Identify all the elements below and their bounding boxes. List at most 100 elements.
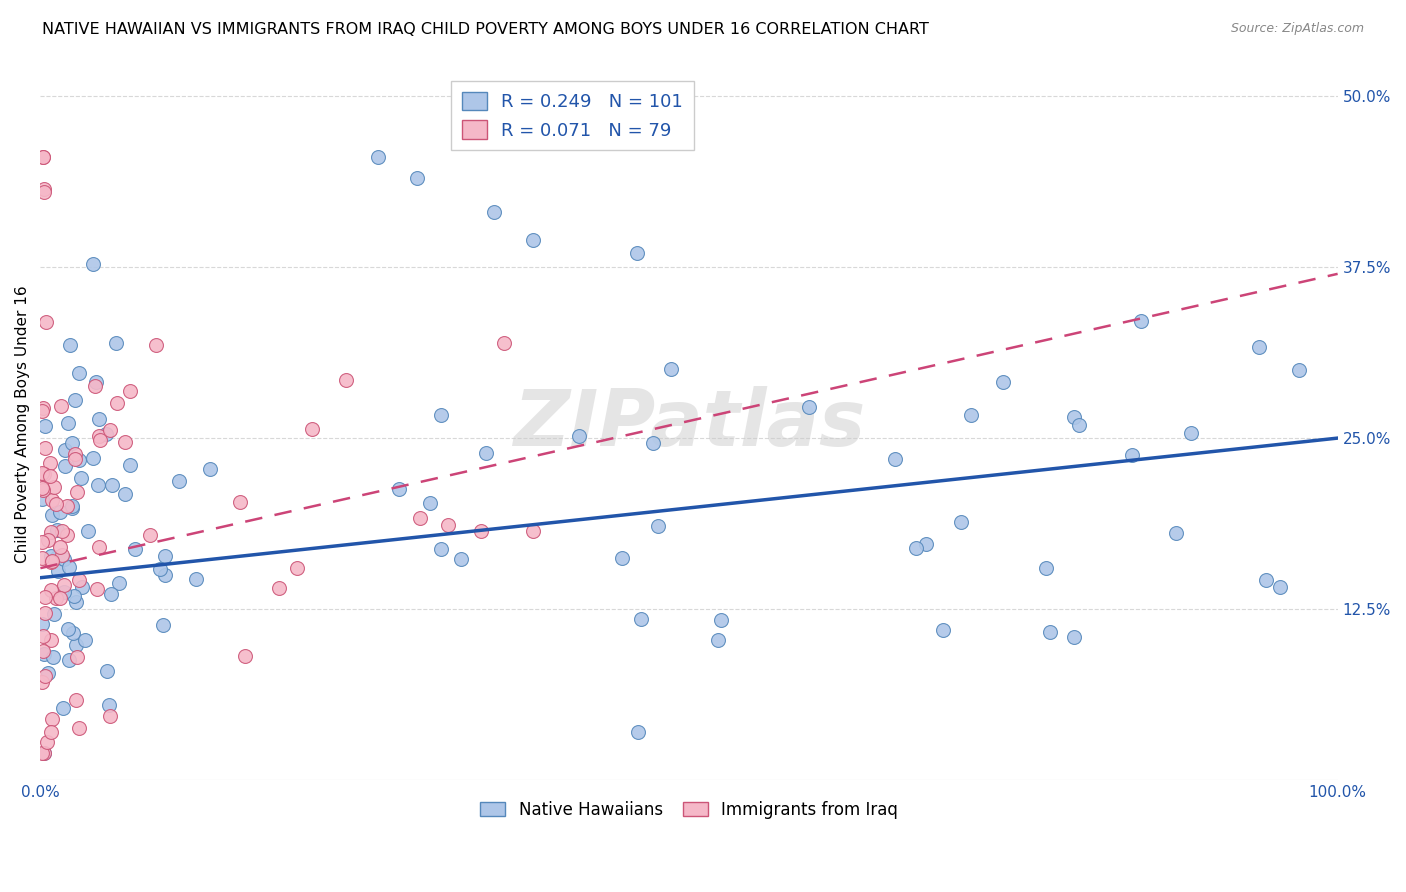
Point	[388, 482, 411, 496]
Point	[34, 746, 56, 760]
Point	[69, 471, 91, 485]
Point	[707, 632, 730, 647]
Point	[627, 725, 650, 739]
Point	[492, 335, 515, 350]
Point	[46, 564, 69, 578]
Point	[1121, 448, 1143, 462]
Point	[98, 423, 121, 437]
Point	[49, 505, 72, 519]
Point	[1256, 573, 1278, 587]
Point	[39, 555, 62, 569]
Point	[82, 451, 104, 466]
Point	[60, 436, 83, 450]
Point	[58, 560, 80, 574]
Point	[59, 337, 82, 351]
Point	[31, 617, 53, 632]
Point	[1166, 526, 1188, 541]
Point	[66, 485, 89, 500]
Point	[32, 151, 55, 165]
Point	[98, 709, 121, 723]
Point	[66, 650, 89, 665]
Point	[67, 366, 90, 380]
Point	[120, 384, 142, 399]
Point	[42, 650, 65, 665]
Point	[32, 401, 55, 415]
Point	[568, 429, 591, 443]
Point	[145, 337, 167, 351]
Point	[38, 469, 60, 483]
Point	[31, 675, 53, 690]
Point	[647, 518, 669, 533]
Point	[39, 633, 62, 648]
Point	[39, 582, 62, 597]
Point	[959, 408, 981, 422]
Point	[430, 408, 453, 422]
Point	[51, 548, 73, 562]
Point	[229, 495, 252, 509]
Y-axis label: Child Poverty Among Boys Under 16: Child Poverty Among Boys Under 16	[15, 285, 30, 563]
Point	[949, 516, 972, 530]
Point	[87, 540, 110, 554]
Point	[233, 648, 256, 663]
Point	[39, 524, 62, 539]
Point	[335, 373, 357, 387]
Point	[41, 554, 63, 568]
Point	[41, 492, 63, 507]
Point	[39, 456, 62, 470]
Point	[41, 712, 63, 726]
Point	[267, 581, 290, 595]
Point	[31, 550, 53, 565]
Point	[470, 524, 492, 538]
Point	[67, 721, 90, 735]
Point	[96, 664, 118, 678]
Point	[41, 508, 63, 522]
Point	[35, 735, 58, 749]
Point	[797, 400, 820, 414]
Point	[152, 617, 174, 632]
Point	[46, 550, 69, 565]
Point	[1063, 630, 1085, 644]
Point	[53, 442, 76, 457]
Point	[124, 542, 146, 557]
Point	[32, 629, 55, 643]
Point	[73, 633, 96, 648]
Point	[87, 478, 110, 492]
Point	[1035, 561, 1057, 575]
Point	[904, 541, 927, 555]
Point	[60, 500, 83, 515]
Point	[932, 623, 955, 637]
Point	[475, 446, 498, 460]
Point	[45, 523, 67, 537]
Point	[108, 575, 131, 590]
Point	[56, 528, 79, 542]
Text: NATIVE HAWAIIAN VS IMMIGRANTS FROM IRAQ CHILD POVERTY AMONG BOYS UNDER 16 CORREL: NATIVE HAWAIIAN VS IMMIGRANTS FROM IRAQ …	[42, 22, 929, 37]
Point	[522, 233, 544, 247]
Point	[643, 435, 665, 450]
Point	[1130, 314, 1153, 328]
Point	[84, 375, 107, 389]
Point	[408, 511, 430, 525]
Point	[65, 638, 87, 652]
Point	[626, 246, 648, 260]
Point	[34, 590, 56, 604]
Point	[83, 379, 105, 393]
Point	[86, 582, 108, 596]
Point	[51, 524, 73, 539]
Point	[287, 561, 309, 575]
Point	[153, 568, 176, 582]
Point	[37, 533, 59, 547]
Point	[630, 612, 652, 626]
Legend: Native Hawaiians, Immigrants from Iraq: Native Hawaiians, Immigrants from Iraq	[474, 794, 904, 825]
Point	[89, 411, 111, 425]
Point	[65, 393, 87, 408]
Point	[1268, 580, 1291, 594]
Point	[884, 452, 907, 467]
Point	[49, 591, 72, 605]
Point	[169, 474, 191, 488]
Point	[1247, 340, 1270, 354]
Point	[70, 580, 93, 594]
Point	[69, 574, 91, 588]
Point	[53, 459, 76, 474]
Point	[52, 700, 75, 714]
Point	[31, 467, 53, 481]
